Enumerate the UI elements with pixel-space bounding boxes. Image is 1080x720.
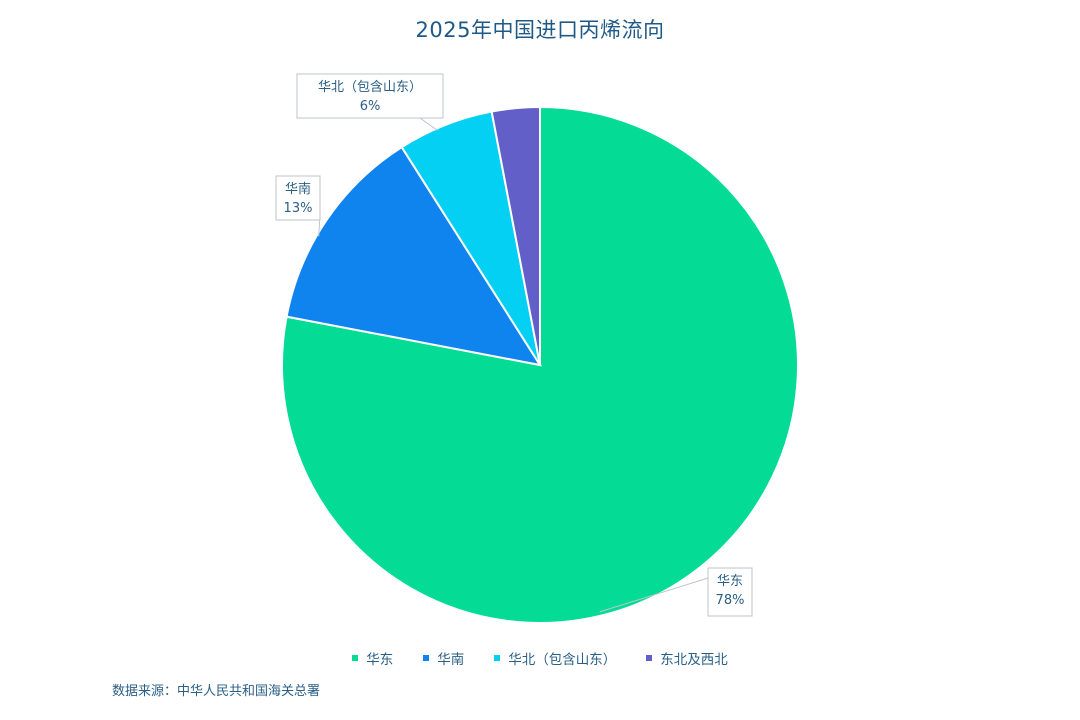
legend: 华东 华南 华北（包含山东） 东北及西北 [0,648,1080,668]
chart-title: 2025年中国进口丙烯流向 [415,18,665,42]
legend-label: 华南 [437,652,465,668]
legend-label: 东北及西北 [660,652,728,668]
callout-value-0: 78% [716,593,745,608]
callout-box-2 [296,73,444,119]
legend-item-0: 华东 [352,648,393,668]
pie-slice-3 [490,105,541,366]
legend-swatch [646,655,653,661]
callout-name-2: 华北（包含山东） [318,79,422,95]
pie-slices [281,105,799,624]
callout-value-1: 13% [284,201,313,216]
data-source: 数据来源：中华人民共和国海关总署 [112,684,321,699]
legend-item-2: 华北（包含山东） [494,648,616,668]
legend-item-1: 华南 [423,648,464,668]
callout-box-1 [275,175,321,221]
callout-leader-0 [599,577,709,613]
callout-leader-2 [419,117,438,131]
legend-label: 华北（包含山东） [508,652,617,668]
legend-label: 华东 [366,652,394,668]
callout-value-2: 6% [360,99,381,114]
legend-swatch [423,655,430,661]
legend-swatch [352,655,359,661]
callout-name-0: 华东 [717,574,743,589]
callout-box-0 [707,567,753,617]
callout-name-1: 华南 [285,181,311,197]
legend-swatch [494,655,501,661]
pie-callouts: 华东 78% 华南 13% 华北（包含山东） 6% [275,73,753,617]
pie-chart: 华东 78% 华南 13% 华北（包含山东） 6% [275,73,799,624]
legend-item-3: 东北及西北 [646,648,728,668]
pie-slice-1 [285,145,543,367]
